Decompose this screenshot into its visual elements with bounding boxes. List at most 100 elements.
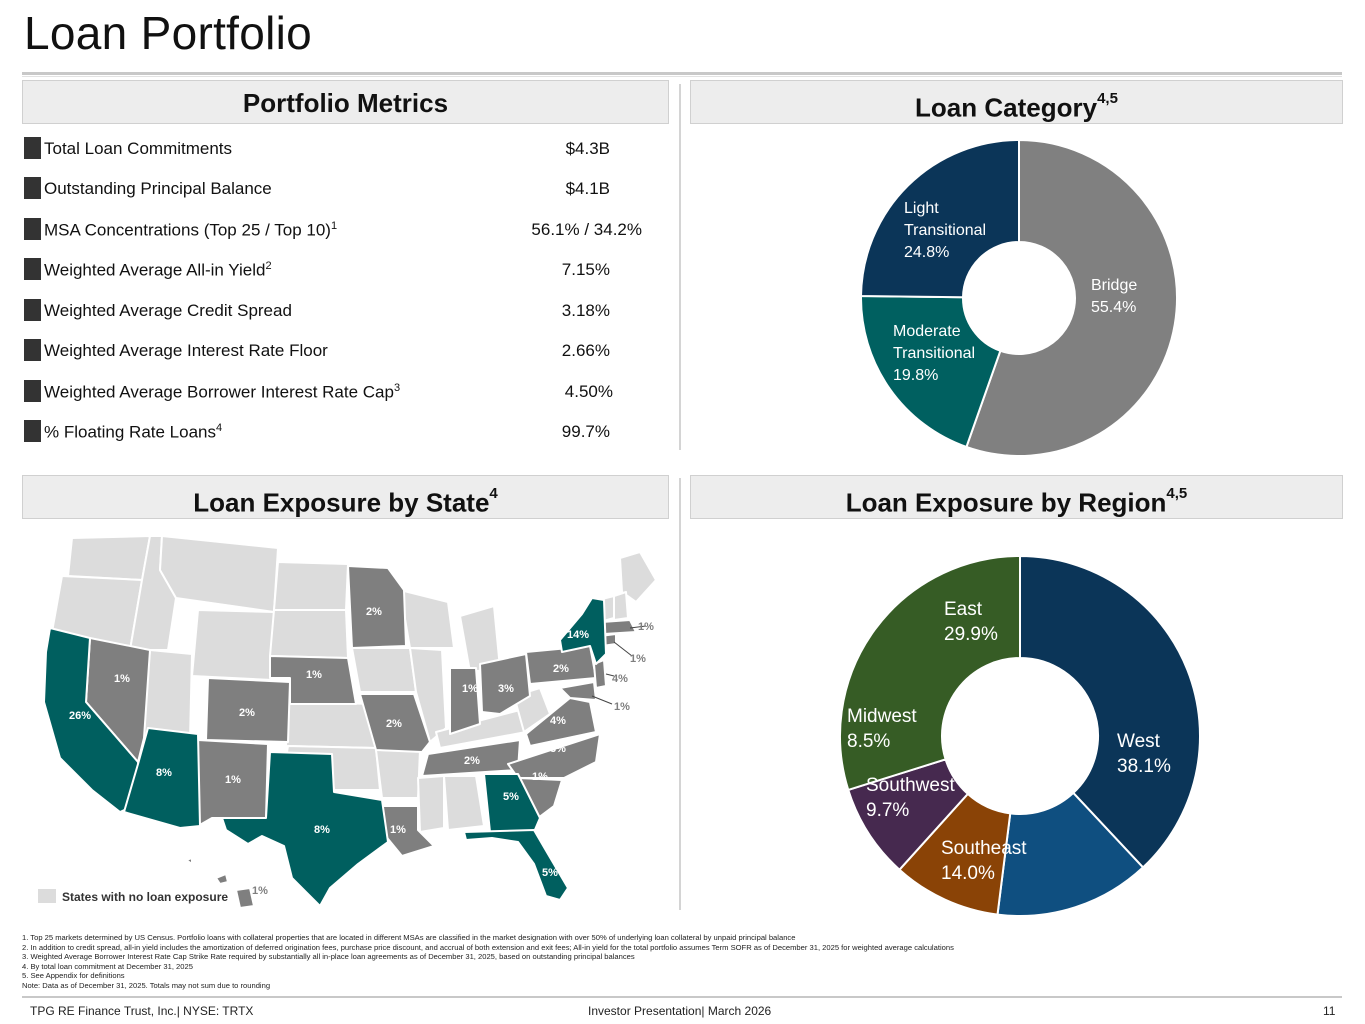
- state-mn: [347, 565, 407, 649]
- state-fl: [463, 829, 569, 901]
- metric-row: Total Loan Commitments $4.3B: [22, 137, 662, 167]
- region-label-southwest: Southwest 9.7%: [866, 775, 955, 821]
- region-label-line: 29.9%: [944, 624, 998, 645]
- title-divider-light: [22, 76, 1342, 77]
- column-divider-bottom: [679, 478, 681, 910]
- metric-bullet: [24, 177, 41, 199]
- region-label-line: West: [1117, 731, 1161, 752]
- legend-label: States with no loan exposure: [62, 890, 228, 904]
- metric-label: Weighted Average Interest Rate Floor: [44, 341, 328, 361]
- metric-row: MSA Concentrations (Top 25 / Top 10)1 56.…: [22, 218, 662, 248]
- state-nj: [593, 659, 607, 689]
- region-label-line: 8.5%: [847, 731, 890, 752]
- title-divider: [22, 72, 1342, 75]
- state-hi: [185, 857, 193, 865]
- column-divider-top: [679, 84, 681, 450]
- label-pa: 2%: [553, 663, 569, 675]
- state-al: [443, 775, 485, 831]
- category-slice-moderate-transitional: [860, 295, 1002, 449]
- label-mn: 2%: [366, 606, 382, 618]
- metric-row: Weighted Average Credit Spread 3.18%: [22, 299, 662, 329]
- leader-nj: [605, 673, 615, 677]
- state-wa: [67, 535, 151, 581]
- state-ny: [559, 597, 607, 665]
- metric-row: Weighted Average All-in Yield2 7.15%: [22, 258, 662, 288]
- state-me: [619, 551, 657, 603]
- state-ar: [375, 749, 421, 799]
- footer-company: TPG RE Finance Trust, Inc.| NYSE: TRTX: [30, 1004, 254, 1018]
- metric-value: 7.15%: [561, 260, 610, 279]
- region-label-midwest: Midwest 8.5%: [847, 706, 917, 752]
- label-tx: 8%: [314, 824, 330, 836]
- metric-value: $4.3B: [565, 139, 610, 158]
- region-label-line: 9.7%: [866, 800, 909, 821]
- metric-label-text: Weighted Average Interest Rate Floor: [44, 341, 328, 360]
- metric-value: $4.1B: [565, 179, 610, 198]
- state-exposure-title: Loan Exposure by State: [193, 487, 490, 518]
- state-hi-2: [215, 873, 229, 885]
- footnote-line: 4. By total loan commitment at December …: [22, 961, 193, 971]
- state-exposure-header: Loan Exposure by State4: [22, 475, 669, 519]
- label-md: 1%: [614, 701, 630, 713]
- state-ne: [269, 655, 357, 705]
- label-ca: 26%: [69, 710, 91, 722]
- label-ga: 5%: [503, 791, 519, 803]
- state-ks: [285, 701, 377, 749]
- region-slice-west: [1019, 554, 1201, 869]
- metric-label-text: Weighted Average All-in Yield: [44, 260, 266, 280]
- region-exposure-title: Loan Exposure by Region: [845, 487, 1167, 518]
- metric-bullet: [24, 299, 41, 321]
- us-state-exposure-map: 26% 1% 8% 1% 2% 8% 1% 2% 2% 1% 1% 3% 2% …: [38, 535, 657, 909]
- metric-bullet: [24, 339, 41, 361]
- category-label-line: 19.8%: [893, 367, 938, 384]
- category-label-moderate-transitional: Moderate Transitional 19.8%: [893, 323, 975, 384]
- footer-page-number: 11: [1323, 1004, 1336, 1018]
- footer-presentation: Investor Presentation| March 2026: [588, 1004, 772, 1018]
- label-sc: 1%: [532, 771, 548, 783]
- loan-category-header: Loan Category4,5: [690, 80, 1343, 124]
- region-label-line: Midwest: [847, 706, 917, 727]
- metric-label-text: Outstanding Principal Balance: [44, 179, 272, 198]
- footnotes: 1. Top 25 markets determined by US Censu…: [22, 933, 1342, 991]
- metric-value: 99.7%: [561, 422, 610, 441]
- metric-bullet: [24, 218, 41, 240]
- metric-bullet: [24, 258, 41, 280]
- metric-label-text: Weighted Average Credit Spread: [44, 301, 292, 320]
- category-label-light-transitional: Light Transitional 24.8%: [904, 200, 986, 261]
- footnote-line: 3. Weighted Average Borrower Interest Ra…: [22, 952, 635, 962]
- state-ma: [601, 619, 637, 635]
- label-az: 8%: [156, 767, 172, 779]
- metric-footnote-ref: 3: [393, 382, 401, 394]
- state-hi-3: [235, 887, 255, 909]
- state-wy: [191, 609, 275, 681]
- state-az: [123, 727, 201, 829]
- category-label-line: Transitional: [893, 345, 975, 362]
- state-nd: [273, 561, 349, 611]
- metric-label-text: % Floating Rate Loans: [44, 422, 216, 442]
- metric-bullet: [24, 380, 41, 402]
- state-tx: [221, 751, 389, 907]
- state-ga: [483, 773, 541, 833]
- metric-label: Weighted Average All-in Yield2: [44, 260, 272, 281]
- metric-value: 3.18%: [561, 301, 610, 320]
- loan-category-title: Loan Category: [915, 92, 1098, 123]
- metric-label: Total Loan Commitments: [44, 139, 232, 159]
- state-wi: [399, 589, 455, 649]
- leader-ct: [613, 641, 633, 657]
- region-exposure-sup: 4,5: [1166, 485, 1188, 502]
- metric-label-text: Weighted Average Borrower Interest Rate …: [44, 382, 394, 402]
- metric-row: Weighted Average Borrower Interest Rate …: [22, 380, 662, 410]
- state-oh: [479, 653, 531, 715]
- region-label-line: East: [944, 599, 983, 620]
- metric-row: Outstanding Principal Balance $4.1B: [22, 177, 662, 207]
- metric-footnote-ref: 4: [216, 422, 223, 434]
- metric-label: % Floating Rate Loans4: [44, 422, 222, 443]
- state-in: [449, 667, 481, 735]
- footer-divider: [22, 996, 1342, 998]
- metric-footnote-ref: 2: [265, 260, 272, 272]
- loan-category-sup: 4,5: [1097, 90, 1118, 107]
- label-fl: 5%: [542, 867, 558, 879]
- label-nj: 4%: [612, 673, 628, 685]
- footnote-line: 1. Top 25 markets determined by US Censu…: [22, 933, 796, 942]
- label-tn: 2%: [464, 755, 480, 767]
